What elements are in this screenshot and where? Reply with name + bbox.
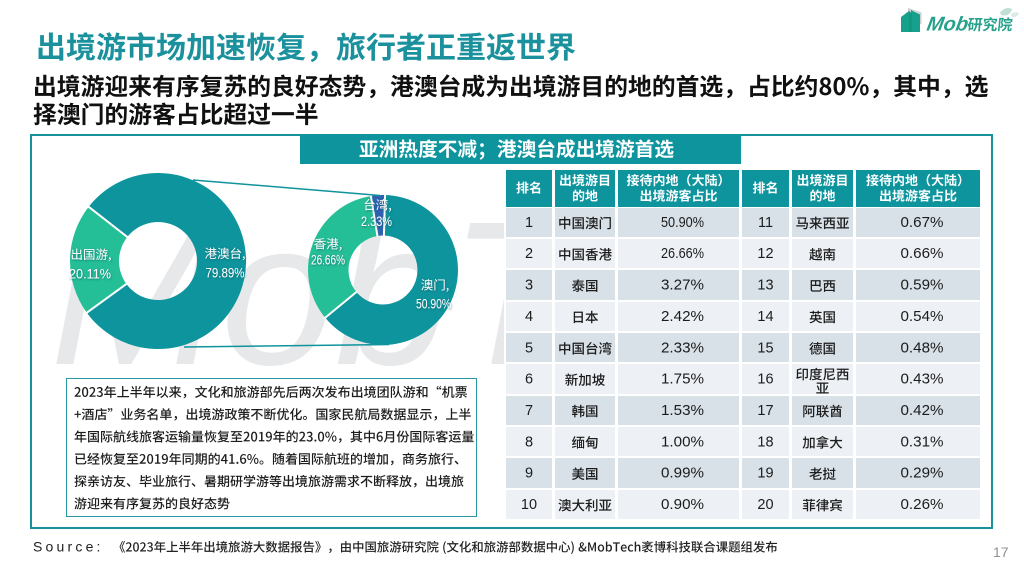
svg-text:Source:: Source: <box>33 539 104 555</box>
svg-text:0.99%: 0.99% <box>661 465 704 482</box>
svg-text:16: 16 <box>757 372 773 388</box>
svg-text:9: 9 <box>525 466 533 482</box>
svg-text:2.42%: 2.42% <box>661 308 704 325</box>
svg-text:13: 13 <box>757 278 773 294</box>
svg-text:4: 4 <box>525 309 533 325</box>
svg-text:0.54%: 0.54% <box>901 308 944 325</box>
svg-text:17: 17 <box>757 403 773 419</box>
svg-text:20: 20 <box>757 497 773 513</box>
svg-text:50.90%: 50.90% <box>661 214 704 231</box>
svg-text:14: 14 <box>757 309 773 325</box>
svg-text:26.66%: 26.66% <box>661 245 704 262</box>
svg-text:1: 1 <box>525 215 533 231</box>
svg-text:26.66%: 26.66% <box>311 252 345 268</box>
svg-text:5: 5 <box>525 340 533 356</box>
svg-text:20.11%: 20.11% <box>69 266 111 282</box>
svg-text:17: 17 <box>993 544 1009 560</box>
svg-text:2.33%: 2.33% <box>361 213 392 229</box>
svg-text:0.48%: 0.48% <box>901 339 944 356</box>
svg-text:3.27%: 3.27% <box>661 277 704 294</box>
svg-text:3: 3 <box>525 278 533 294</box>
svg-text:1.53%: 1.53% <box>661 402 704 419</box>
svg-text:18: 18 <box>757 434 773 450</box>
svg-text:0.26%: 0.26% <box>901 496 944 513</box>
svg-text:11: 11 <box>758 215 773 231</box>
svg-text:2: 2 <box>525 246 533 262</box>
svg-text:6: 6 <box>525 372 533 388</box>
svg-text:0.66%: 0.66% <box>901 245 944 262</box>
svg-text:2.33%: 2.33% <box>661 339 704 356</box>
svg-text:50.90%: 50.90% <box>416 296 451 312</box>
svg-text:0.67%: 0.67% <box>901 214 944 231</box>
svg-text:8: 8 <box>525 434 533 450</box>
svg-text:1.75%: 1.75% <box>661 371 704 388</box>
svg-text:1.00%: 1.00% <box>661 433 704 450</box>
svg-text:7: 7 <box>525 403 533 419</box>
svg-text:0.90%: 0.90% <box>661 496 704 513</box>
svg-text:0.31%: 0.31% <box>901 433 944 450</box>
svg-text:0.29%: 0.29% <box>901 465 944 482</box>
svg-text:12: 12 <box>757 246 773 262</box>
svg-text:10: 10 <box>521 497 537 513</box>
svg-text:0.59%: 0.59% <box>901 277 944 294</box>
svg-text:0.42%: 0.42% <box>901 402 944 419</box>
svg-text:19: 19 <box>757 466 773 482</box>
svg-text:79.89%: 79.89% <box>206 265 245 281</box>
svg-text:15: 15 <box>757 340 773 356</box>
svg-text:0.43%: 0.43% <box>901 371 944 388</box>
